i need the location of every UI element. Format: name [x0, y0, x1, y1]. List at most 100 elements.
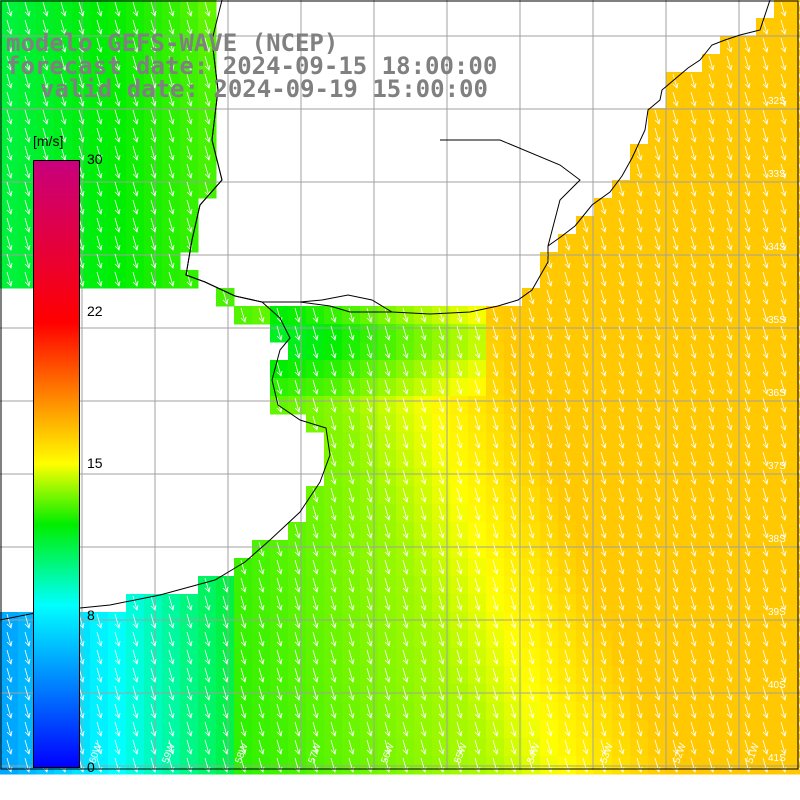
wind-arrow [312, 505, 319, 521]
wind-arrow [780, 91, 787, 107]
wind-arrow [168, 73, 175, 89]
wind-arrow [600, 595, 607, 611]
wind-arrow [438, 595, 445, 611]
wind-arrow [744, 181, 751, 197]
wind-arrow [672, 505, 679, 521]
wind-arrow [492, 721, 499, 737]
wind-arrow [744, 109, 751, 125]
wind-arrow [402, 613, 409, 629]
wind-arrow [744, 325, 751, 341]
wind-arrow [438, 487, 445, 503]
wind-arrow [708, 217, 715, 233]
wind-arrow [708, 343, 715, 359]
wind-arrow [510, 469, 517, 485]
wind-arrow [636, 523, 643, 539]
wind-arrow [42, 19, 49, 35]
wind-arrow [402, 667, 409, 683]
wind-arrow [564, 307, 571, 323]
wind-arrow [294, 649, 301, 665]
wind-arrow [150, 631, 157, 647]
wind-arrow [366, 343, 373, 359]
wind-arrow [240, 613, 247, 629]
wind-arrow [294, 379, 301, 395]
wind-arrow [600, 433, 607, 449]
wind-arrow [636, 433, 643, 449]
wind-arrow [6, 199, 13, 215]
wind-arrow [618, 739, 625, 755]
wind-arrow [420, 361, 427, 377]
wind-arrow [168, 217, 175, 233]
wind-arrow [366, 451, 373, 467]
wind-arrow [618, 703, 625, 719]
wind-arrow [708, 631, 715, 647]
wind-arrow [564, 325, 571, 341]
lat-label: 35S [768, 315, 786, 326]
wind-arrow [600, 739, 607, 755]
wind-arrow [690, 91, 697, 107]
wind-arrow [582, 595, 589, 611]
lat-label: 34S [768, 242, 786, 253]
wind-arrow [348, 415, 355, 431]
wind-arrow [690, 289, 697, 305]
wind-arrow [528, 397, 535, 413]
wind-arrow [132, 73, 139, 89]
wind-arrow [258, 307, 265, 323]
wind-arrow [744, 523, 751, 539]
wind-arrow [726, 739, 733, 755]
wind-arrow [582, 433, 589, 449]
lat-label: 38S [768, 534, 786, 545]
wind-arrow [258, 685, 265, 701]
wind-arrow [708, 595, 715, 611]
wind-arrow [618, 433, 625, 449]
wind-arrow [636, 667, 643, 683]
wind-arrow [420, 343, 427, 359]
wind-arrow [762, 163, 769, 179]
wind-arrow [114, 217, 121, 233]
wind-arrow [186, 73, 193, 89]
wind-arrow [672, 649, 679, 665]
wind-arrow [492, 685, 499, 701]
wind-arrow [600, 649, 607, 665]
wind-arrow [690, 235, 697, 251]
wind-arrow [636, 451, 643, 467]
wind-arrow [618, 325, 625, 341]
wind-arrow [60, 109, 67, 125]
wind-arrow [528, 325, 535, 341]
wind-arrow [114, 721, 121, 737]
wind-arrow [690, 577, 697, 593]
wind-arrow [780, 289, 787, 305]
wind-arrow [420, 397, 427, 413]
wind-arrow [744, 253, 751, 269]
wind-cell [792, 306, 800, 325]
wind-arrow [690, 505, 697, 521]
wind-arrow [276, 739, 283, 755]
wind-arrow [636, 685, 643, 701]
wind-arrow [582, 631, 589, 647]
wind-arrow [132, 217, 139, 233]
wind-arrow [438, 523, 445, 539]
wind-arrow [708, 271, 715, 287]
wind-arrow [348, 685, 355, 701]
wind-arrow [294, 631, 301, 647]
wind-arrow [726, 415, 733, 431]
wind-arrow [96, 55, 103, 71]
wind-cell [792, 162, 800, 181]
wind-arrow [168, 19, 175, 35]
wind-arrow [672, 523, 679, 539]
wind-arrow [546, 739, 553, 755]
wind-arrow [744, 469, 751, 485]
wind-arrow [384, 433, 391, 449]
wind-arrow [564, 487, 571, 503]
wind-arrow [150, 163, 157, 179]
wind-cell [792, 18, 800, 37]
wind-arrow [42, 55, 49, 71]
wind-arrow [438, 613, 445, 629]
wind-arrow [402, 469, 409, 485]
wind-arrow [24, 235, 31, 251]
wind-arrow [186, 649, 193, 665]
wind-arrow [618, 271, 625, 287]
wind-arrow [780, 199, 787, 215]
wind-arrow [114, 235, 121, 251]
wind-arrow [510, 361, 517, 377]
wind-arrow [726, 289, 733, 305]
